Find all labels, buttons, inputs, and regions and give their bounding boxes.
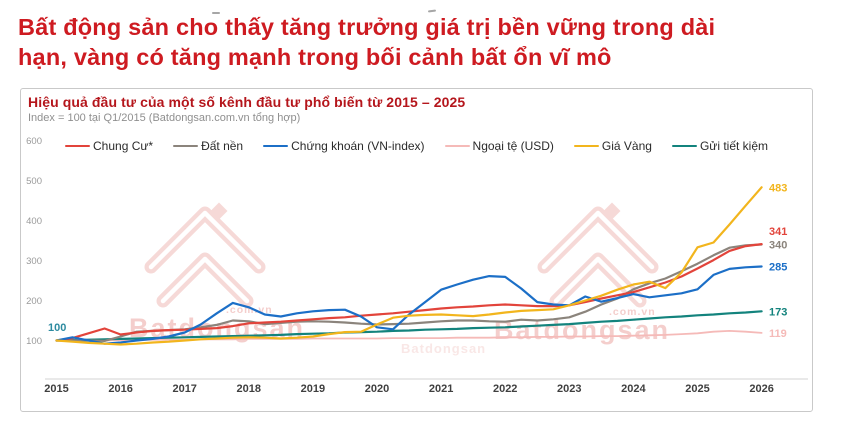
- chart-canvas: .com.vn Batdongsan .com.vn Batdongsan Ba…: [26, 136, 808, 395]
- y-axis-tick-label: 600: [26, 136, 42, 147]
- x-axis-tick-label: 2021: [429, 383, 453, 395]
- y-axis-tick-label: 200: [26, 296, 42, 307]
- legend-label: Giá Vàng: [601, 139, 652, 153]
- y-axis-tick-label: 500: [26, 176, 42, 187]
- legend-label: Đất nền: [201, 139, 244, 153]
- chart-legend: Chung Cư* Đất nền Chứng khoán (VN-index) Ng…: [65, 139, 768, 153]
- series-end-label-6: 173: [769, 306, 787, 318]
- y-axis-tick-label: 400: [26, 216, 42, 227]
- watermark-logo-icon: [537, 202, 659, 308]
- x-axis-tick-label: 2025: [685, 383, 709, 395]
- legend-item-2: Đất nền: [173, 139, 243, 153]
- chart-card: Hiệu quả đầu tư của một số kênh đầu tư p…: [20, 88, 813, 412]
- x-axis-tick-label: 2018: [237, 383, 261, 395]
- x-axis-tick-label: 2017: [172, 383, 196, 395]
- plot-area: 100 200 300 400 500 600 2015 2016 2017 2018 2019 20…: [26, 136, 787, 395]
- x-axis-tick-label: 2015: [44, 383, 68, 395]
- legend-swatch-icon: [65, 144, 90, 148]
- series-line-1: [55, 243, 763, 342]
- series-end-label-2: 340: [769, 240, 787, 252]
- page-title-line1: Bất động sản cho thấy tăng trưởng giá tr…: [18, 14, 716, 40]
- legend-swatch-icon: [444, 144, 470, 148]
- x-axis-tick-label: 2020: [365, 383, 389, 395]
- page-title: Bất động sản cho thấy tăng trưởng giá tr…: [18, 12, 823, 72]
- chart-subtitle: Index = 100 tại Q1/2015 (Batdongsan.com.…: [28, 112, 301, 124]
- series-line-3: [55, 265, 763, 345]
- series-end-label-3: 285: [769, 262, 787, 274]
- legend-item-1: Chung Cư*: [65, 139, 153, 153]
- legend-swatch-icon: [173, 144, 199, 148]
- legend-label: Ngoại tệ (USD): [472, 139, 554, 153]
- series-end-label-1: 341: [769, 226, 787, 238]
- watermark-suffix-text: .com.vn: [609, 306, 656, 318]
- start-value-label: 100: [48, 322, 66, 334]
- legend-label: Gửi tiết kiệm: [699, 139, 768, 153]
- legend-swatch-icon: [573, 144, 599, 148]
- x-axis-tick-label: 2023: [557, 383, 581, 395]
- watermark-center-faint: Batdongsan: [401, 341, 486, 356]
- legend-item-6: Gửi tiết kiệm: [671, 139, 768, 153]
- legend-item-4: Ngoại tệ (USD): [444, 139, 554, 153]
- legend-label: Chung Cư*: [93, 139, 154, 153]
- chart-title: Hiệu quả đầu tư của một số kênh đầu tư p…: [28, 94, 466, 110]
- watermark-logo-icon: [144, 202, 266, 308]
- x-axis-tick-label: 2019: [301, 383, 325, 395]
- page-title-line2: hạn, vàng có tăng mạnh trong bối cảnh bấ…: [18, 44, 612, 70]
- y-axis-tick-label: 300: [26, 256, 42, 267]
- legend-swatch-icon: [263, 144, 289, 148]
- series-line-5: [55, 186, 763, 346]
- series-end-label-4: 119: [769, 328, 787, 340]
- x-axis-tick-label: 2022: [493, 383, 517, 395]
- x-axis-tick-label: 2016: [108, 383, 132, 395]
- artifact-mark: [212, 12, 220, 14]
- watermark-text: Batdongsan: [401, 341, 486, 356]
- legend-item-3: Chứng khoán (VN-index): [263, 139, 425, 153]
- legend-swatch-icon: [671, 144, 697, 148]
- x-axis-tick-label: 2026: [749, 383, 773, 395]
- y-axis-tick-label: 100: [26, 336, 42, 347]
- series-end-label-5: 483: [769, 182, 787, 194]
- legend-label: Chứng khoán (VN-index): [291, 139, 425, 153]
- series-line-6: [55, 310, 763, 342]
- legend-item-5: Giá Vàng: [573, 139, 652, 153]
- series-line-4: [55, 329, 763, 342]
- x-axis-tick-label: 2024: [621, 383, 646, 395]
